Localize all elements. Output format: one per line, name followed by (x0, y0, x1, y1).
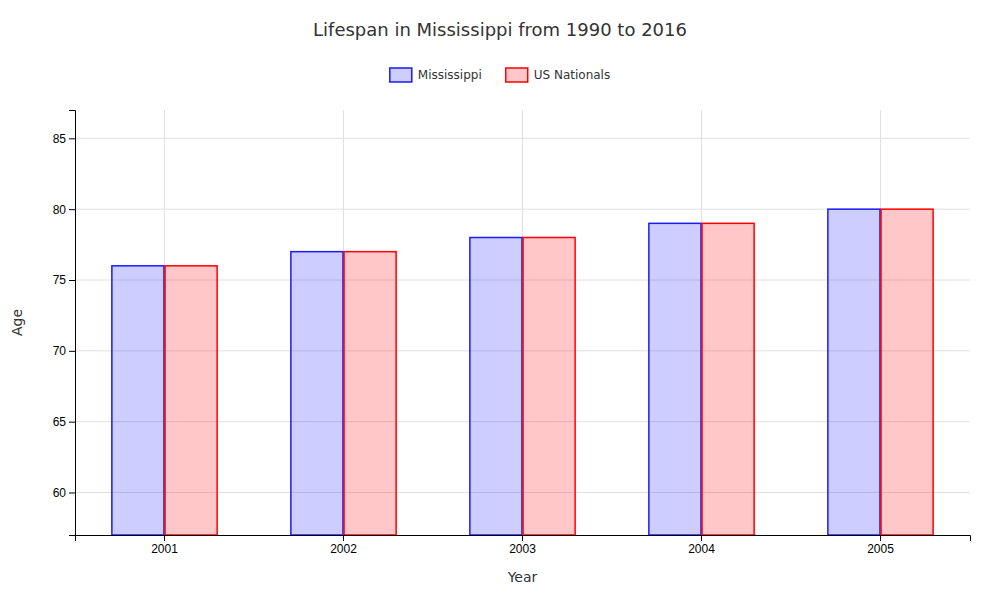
y-tick-label: 60 (53, 486, 67, 500)
x-tick: 2005 (867, 535, 894, 556)
x-tick-label: 2001 (151, 542, 178, 556)
x-tick: 2001 (151, 535, 178, 556)
y-tick-label: 75 (53, 273, 67, 287)
legend-label: Mississippi (418, 68, 482, 82)
x-tick: 2002 (330, 535, 357, 556)
y-tick-label: 85 (53, 132, 67, 146)
legend: Mississippi US Nationals (390, 68, 610, 82)
x-tick-mark (522, 535, 523, 541)
chart: 60 65 70 75 80 85 2001 2002 2003 2004 2005 Year Age L… (0, 0, 1000, 600)
bar (112, 266, 164, 535)
legend-swatch (390, 68, 412, 82)
x-tick: 2003 (509, 535, 536, 556)
x-axis-title: Year (507, 569, 538, 585)
y-axis: 60 65 70 75 80 85 (53, 111, 76, 536)
x-tick-label: 2005 (867, 542, 894, 556)
bar (291, 252, 343, 535)
x-tick-mark (343, 535, 344, 541)
y-tick-mark (69, 209, 75, 210)
x-axis-line (76, 536, 971, 542)
bar (649, 223, 701, 535)
y-tick-mark (69, 351, 75, 352)
y-tick-label: 70 (53, 344, 67, 358)
x-tick-label: 2002 (330, 542, 357, 556)
y-axis-title: Age (9, 309, 25, 336)
y-tick-label: 65 (53, 415, 67, 429)
y-tick: 70 (53, 344, 75, 358)
bar (828, 209, 880, 535)
y-tick: 80 (53, 203, 75, 217)
bar (523, 238, 575, 536)
y-tick-mark (69, 138, 75, 139)
bars (112, 209, 933, 535)
x-tick-label: 2004 (688, 542, 715, 556)
x-axis: 2001 2002 2003 2004 2005 (76, 535, 971, 556)
grid (75, 110, 970, 535)
bar (702, 223, 754, 535)
x-tick-mark (164, 535, 165, 541)
bar (881, 209, 933, 535)
y-tick: 85 (53, 132, 75, 146)
y-tick: 60 (53, 486, 75, 500)
y-tick-mark (69, 493, 75, 494)
y-tick-mark (69, 280, 75, 281)
x-tick-label: 2003 (509, 542, 536, 556)
legend-item: US Nationals (506, 68, 610, 82)
y-tick: 75 (53, 273, 75, 287)
y-tick-label: 80 (53, 203, 67, 217)
bar (470, 238, 522, 536)
title: Lifespan in Mississippi from 1990 to 201… (313, 19, 687, 40)
x-tick-mark (701, 535, 702, 541)
bar-series (165, 209, 933, 535)
x-tick: 2004 (688, 535, 715, 556)
legend-swatch (506, 68, 528, 82)
bar-series (112, 209, 880, 535)
legend-item: Mississippi (390, 68, 482, 82)
y-axis-line (69, 111, 76, 536)
plot-area: 60 65 70 75 80 85 2001 2002 2003 2004 2005 (53, 110, 971, 556)
legend-label: US Nationals (534, 68, 610, 82)
y-tick: 65 (53, 415, 75, 429)
bar (344, 252, 396, 535)
bar (165, 266, 217, 535)
y-tick-mark (69, 422, 75, 423)
x-tick-mark (880, 535, 881, 541)
